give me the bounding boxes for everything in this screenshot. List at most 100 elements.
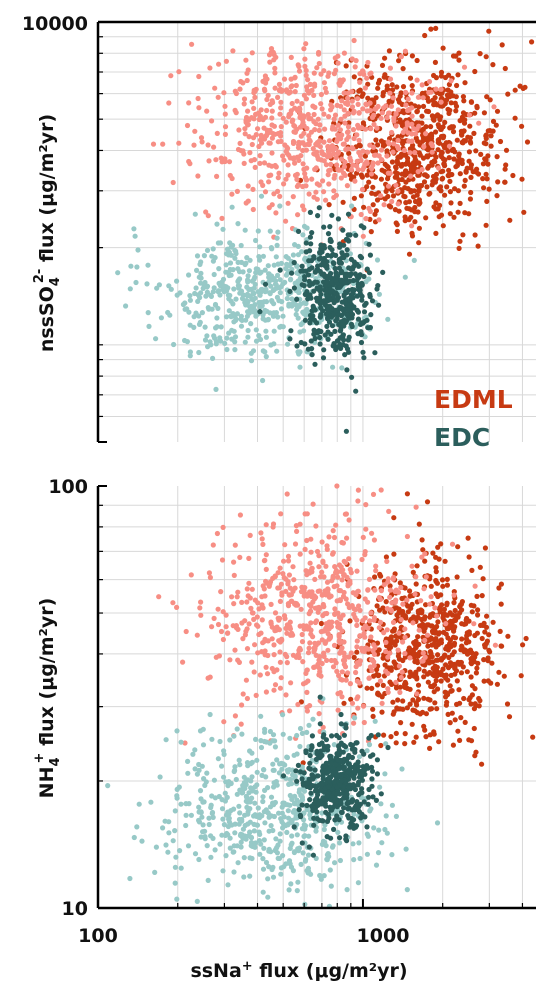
- data-point-edml: [268, 46, 275, 52]
- data-point-edml: [365, 149, 371, 155]
- data-point-edml: [283, 148, 289, 154]
- data-point-edml: [479, 761, 485, 767]
- data-point-edml: [375, 85, 381, 91]
- data-point-edml: [475, 612, 481, 618]
- data-point-edml: [445, 148, 451, 154]
- data-point-edml: [334, 483, 340, 489]
- data-point-edml: [245, 108, 251, 114]
- data-point-edc: [232, 255, 238, 261]
- data-point-edc: [325, 231, 332, 237]
- data-point-edml: [253, 692, 259, 699]
- data-point-edc: [281, 814, 287, 820]
- data-point-edml: [428, 594, 434, 600]
- data-point-edc: [192, 766, 198, 772]
- data-point-edc: [273, 282, 279, 288]
- data-point-edc: [247, 806, 253, 812]
- data-point-edc: [385, 744, 391, 751]
- data-point-edml: [325, 586, 331, 592]
- data-point-edc: [284, 754, 290, 761]
- data-point-edml: [275, 175, 281, 181]
- data-point-edc: [274, 235, 280, 241]
- data-point-edml: [425, 643, 431, 649]
- data-point-edml: [457, 118, 463, 124]
- data-point-edml: [335, 60, 341, 66]
- data-point-edml: [387, 650, 393, 656]
- legend-entry-edml: EDML: [434, 385, 513, 414]
- data-point-edc: [187, 349, 193, 355]
- data-point-edml: [263, 566, 269, 573]
- data-point-edml: [451, 214, 457, 220]
- data-point-edml: [284, 491, 290, 497]
- data-point-edc: [217, 292, 223, 298]
- data-point-edml: [252, 164, 258, 170]
- data-point-edml: [206, 158, 212, 164]
- data-point-edml: [322, 611, 328, 617]
- data-point-edml: [437, 608, 443, 615]
- data-point-edml: [365, 81, 371, 87]
- data-point-edml: [316, 564, 322, 570]
- data-point-edml: [234, 188, 240, 194]
- y-tick-label-top-10000: 10000: [22, 13, 88, 35]
- data-point-edc: [329, 807, 335, 813]
- data-point-edml: [403, 102, 409, 108]
- data-point-edml: [319, 149, 325, 155]
- data-point-edc: [202, 828, 208, 834]
- data-point-edc: [311, 774, 317, 780]
- data-point-edc: [136, 801, 142, 807]
- data-point-edc: [323, 803, 329, 809]
- data-point-edml: [455, 72, 461, 78]
- data-point-edml: [395, 137, 401, 143]
- data-point-edc: [339, 365, 345, 371]
- data-point-edml: [174, 604, 180, 611]
- data-point-edc: [374, 757, 380, 763]
- data-point-edml: [349, 700, 356, 706]
- data-point-edml: [443, 672, 449, 678]
- data-point-edml: [457, 200, 463, 206]
- data-point-edc: [366, 786, 372, 793]
- data-point-edml: [483, 171, 489, 177]
- data-point-edml: [367, 618, 373, 624]
- data-point-edml: [283, 588, 289, 595]
- data-point-edml: [286, 592, 293, 598]
- data-point-edml: [393, 111, 399, 117]
- data-point-edml: [451, 642, 457, 648]
- data-point-edc: [168, 286, 174, 292]
- data-point-edml: [301, 46, 307, 52]
- data-point-edc: [344, 346, 351, 352]
- data-point-edc: [319, 841, 325, 848]
- data-point-edml: [381, 74, 387, 80]
- data-point-edc: [128, 263, 134, 269]
- data-point-edml: [434, 613, 440, 619]
- data-point-edc: [131, 226, 137, 232]
- data-point-edml: [230, 48, 236, 54]
- data-point-edml: [232, 88, 238, 94]
- data-point-edc: [174, 728, 180, 734]
- data-point-edml: [331, 151, 337, 157]
- data-point-edml: [391, 551, 397, 557]
- data-point-edml: [422, 32, 428, 39]
- data-point-edc: [292, 280, 298, 286]
- data-point-edml: [291, 155, 297, 161]
- data-point-edc: [294, 732, 300, 739]
- data-point-edc: [237, 290, 243, 296]
- data-point-edml: [361, 204, 367, 210]
- data-point-edml: [365, 599, 371, 605]
- data-point-edml: [505, 633, 511, 639]
- data-point-edml: [295, 212, 301, 218]
- data-point-edml: [203, 209, 209, 215]
- data-point-edml: [227, 657, 233, 663]
- data-point-edml: [307, 568, 313, 574]
- data-point-edml: [462, 177, 468, 183]
- data-point-edc: [369, 298, 376, 304]
- data-point-edml: [232, 542, 238, 548]
- data-point-edml: [264, 107, 270, 114]
- data-point-edc: [225, 882, 231, 888]
- data-point-edml: [258, 530, 264, 536]
- data-point-edc: [371, 825, 377, 831]
- data-point-edml: [390, 619, 397, 626]
- data-point-edc: [299, 802, 305, 808]
- data-point-edml: [287, 155, 293, 161]
- data-point-edml: [298, 606, 304, 612]
- data-point-edml: [276, 170, 282, 176]
- data-point-edml: [342, 172, 348, 178]
